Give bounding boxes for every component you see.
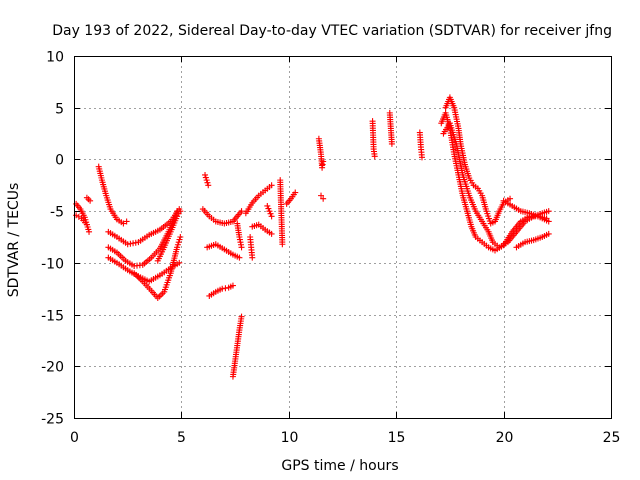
y-tick-label: 0 <box>55 153 64 169</box>
series-arc-21 <box>283 189 299 207</box>
series-arc-04 <box>95 163 130 227</box>
series-arc-25 <box>386 109 395 147</box>
data-point <box>123 218 130 225</box>
x-tick-label: 15 <box>388 430 406 446</box>
series-arc-31 <box>513 230 552 251</box>
y-tick-label: 5 <box>55 102 64 118</box>
series-arc-14 <box>234 220 245 251</box>
data-point <box>545 230 552 237</box>
y-tick-label: -25 <box>41 412 64 428</box>
data-point-interp <box>175 239 182 246</box>
x-tick-label: 25 <box>603 430 621 446</box>
data-point <box>292 189 299 196</box>
series-arc-03 <box>83 194 94 204</box>
data-point <box>418 154 425 161</box>
data-point <box>266 208 273 215</box>
series-arc-27 <box>442 94 514 227</box>
series-arc-28 <box>438 109 550 254</box>
data-points <box>73 94 552 380</box>
series-arc-17 <box>249 221 275 237</box>
data-point <box>545 218 552 225</box>
data-point <box>320 195 327 202</box>
x-tick-label: 10 <box>281 430 299 446</box>
data-point <box>238 244 245 251</box>
x-axis-label: GPS time / hours <box>281 458 398 474</box>
y-tick-label: 10 <box>46 50 64 66</box>
x-tick-label: 20 <box>496 430 514 446</box>
data-point <box>249 254 256 261</box>
data-point <box>174 244 181 251</box>
data-point-interp <box>176 236 183 243</box>
data-point <box>176 259 183 266</box>
series-arc-13 <box>206 282 236 299</box>
data-point <box>388 140 395 147</box>
series-arc-12 <box>204 241 243 261</box>
data-point <box>318 192 325 199</box>
data-point <box>202 171 209 178</box>
series-arc-18 <box>247 234 256 261</box>
data-point-interp <box>203 177 210 184</box>
series-arc-15 <box>229 313 245 380</box>
data-point <box>507 195 514 202</box>
data-point <box>238 313 245 320</box>
data-point <box>264 202 271 209</box>
data-point <box>236 254 243 261</box>
data-point-interp <box>174 241 181 248</box>
data-point <box>268 182 275 189</box>
x-tick-label: 0 <box>70 430 79 446</box>
y-tick-label: -15 <box>41 309 64 325</box>
y-tick-label: -5 <box>50 205 64 221</box>
data-point <box>545 208 552 215</box>
series-arc-16 <box>242 182 275 217</box>
data-point <box>83 221 90 228</box>
data-point-interp <box>204 179 211 186</box>
data-point-interp <box>267 210 274 217</box>
grid-lines <box>74 56 611 418</box>
series-arc-08 <box>131 234 184 302</box>
series-arc-24 <box>369 118 378 160</box>
data-point <box>87 197 94 204</box>
series-arc-26 <box>416 129 425 161</box>
chart-title: Day 193 of 2022, Sidereal Day-to-day VTE… <box>52 23 612 39</box>
x-tick-label: 5 <box>177 430 186 446</box>
series-arc-23 <box>318 192 327 202</box>
data-point <box>120 220 127 227</box>
plot-frame <box>74 56 612 419</box>
data-point <box>86 228 93 235</box>
series-arc-09 <box>154 208 184 264</box>
data-point <box>268 230 275 237</box>
data-point <box>238 208 245 215</box>
data-point <box>268 213 275 220</box>
data-point <box>371 153 378 160</box>
series-arc-20 <box>277 177 286 248</box>
y-axis-label: SDTVAR / TECUs <box>6 183 22 298</box>
data-point <box>320 158 327 165</box>
series-arc-19 <box>264 202 275 220</box>
y-tick-label: -10 <box>41 257 64 273</box>
data-point <box>177 208 184 215</box>
data-point <box>279 241 286 248</box>
series-arc-29 <box>440 120 552 251</box>
data-point-interp <box>265 205 272 212</box>
series-arc-07 <box>105 254 183 285</box>
series-arc-11 <box>199 206 245 227</box>
data-point <box>177 234 184 240</box>
data-point-interp <box>202 174 209 181</box>
axes: 0 5 10 15 20 25 -25 -20 -15 -10 -5 0 5 10 <box>41 50 620 447</box>
y-tick-label: -20 <box>41 360 64 376</box>
data-point <box>205 182 212 189</box>
data-point <box>229 282 236 289</box>
series-arc-22 <box>315 135 327 171</box>
series-arc-30 <box>500 197 552 225</box>
series-arc-10 <box>202 171 212 189</box>
